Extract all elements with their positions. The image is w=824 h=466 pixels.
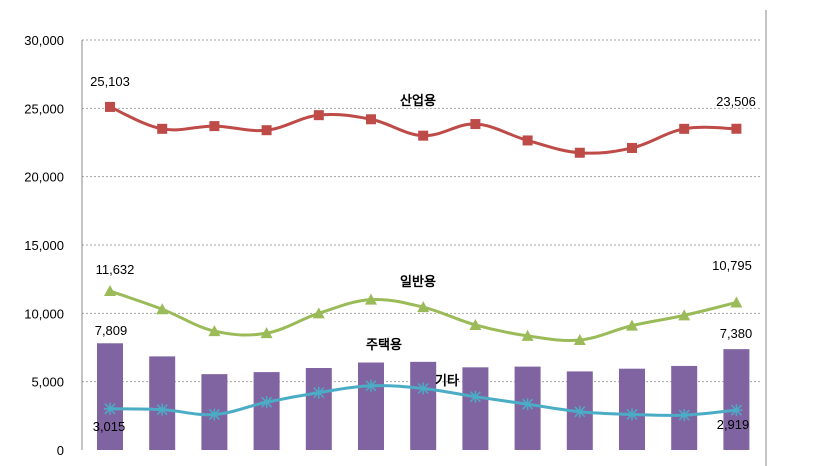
bar <box>671 365 698 450</box>
point-triangle <box>312 307 325 319</box>
point-triangle <box>626 319 638 331</box>
point-triangle <box>730 296 743 308</box>
y-tick-label: 25,000 <box>24 101 64 116</box>
y-tick-label: 20,000 <box>24 170 64 185</box>
point-star <box>260 396 273 409</box>
point-square <box>105 101 115 112</box>
gridlines <box>82 39 762 383</box>
bar <box>97 343 123 450</box>
point-star <box>104 402 116 415</box>
bar <box>305 368 332 450</box>
point-square <box>731 123 742 134</box>
point-triangle <box>573 333 586 345</box>
point-triangle <box>208 325 221 337</box>
bar <box>723 349 750 450</box>
point-star <box>573 405 586 418</box>
y-tick-label: 15,000 <box>24 238 64 253</box>
point-star <box>730 404 743 417</box>
point-triangle <box>156 303 169 315</box>
point-square <box>157 123 168 134</box>
point-star <box>521 398 534 411</box>
point-square <box>366 114 376 125</box>
point-triangle <box>417 301 430 313</box>
data-label: 2,919 <box>717 417 750 432</box>
series-label: 기타 <box>435 373 459 388</box>
point-square <box>574 147 585 158</box>
point-square <box>627 142 637 153</box>
data-label: 11,632 <box>96 262 135 277</box>
point-star <box>469 390 482 403</box>
data-label: 7,380 <box>720 326 753 341</box>
data-label: 10,795 <box>712 258 752 273</box>
point-star <box>417 382 430 395</box>
bar-series <box>97 343 750 450</box>
line-series <box>104 101 743 422</box>
y-tick-label: 10,000 <box>24 306 64 321</box>
data-label: 7,809 <box>95 323 128 338</box>
series-label: 주택용 <box>366 337 402 352</box>
point-triangle <box>104 285 116 297</box>
y-tick-label: 0 <box>57 443 64 458</box>
point-star <box>312 386 325 399</box>
point-triangle <box>521 329 534 341</box>
point-star <box>626 408 638 421</box>
series-label: 산업용 <box>400 93 436 108</box>
point-square <box>470 119 481 130</box>
point-square <box>679 123 690 134</box>
point-square <box>522 135 533 146</box>
point-triangle <box>469 318 482 330</box>
series-line <box>109 105 737 155</box>
point-square <box>313 110 324 121</box>
bar <box>410 361 437 450</box>
point-square <box>418 130 429 141</box>
y-axis: 0 5,000 10,000 15,000 20,000 25,000 30,000 <box>24 33 83 458</box>
point-square <box>261 125 272 136</box>
bar <box>462 367 489 450</box>
data-label: 23,506 <box>716 94 756 109</box>
series-line <box>109 289 737 343</box>
point-star <box>365 379 377 392</box>
point-star <box>156 403 169 416</box>
data-label: 3,015 <box>93 419 126 434</box>
point-triangle <box>260 327 273 339</box>
y-tick-label: 5,000 <box>31 375 64 390</box>
point-triangle <box>678 309 691 321</box>
point-star <box>678 409 691 422</box>
point-triangle <box>365 293 377 305</box>
point-square <box>209 121 220 132</box>
point-star <box>208 408 221 421</box>
bar <box>358 362 384 450</box>
bar <box>149 356 176 450</box>
data-label: 25,103 <box>90 74 130 89</box>
y-tick-label: 30,000 <box>24 33 64 48</box>
bar <box>253 372 280 450</box>
series-label: 일반용 <box>400 274 436 289</box>
